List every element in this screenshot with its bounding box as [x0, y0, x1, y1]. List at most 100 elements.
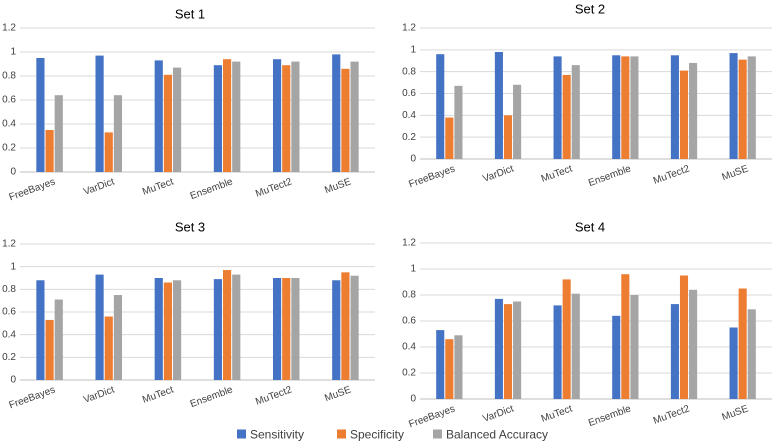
bar-balanced-accuracy: [630, 56, 639, 160]
bar-specificity: [503, 115, 513, 159]
x-tick-label: MuSE: [323, 384, 353, 404]
y-tick-label: 0.4: [2, 329, 16, 340]
x-tick-label: FreeBayes: [407, 164, 456, 191]
bar-balanced-accuracy: [291, 61, 300, 172]
bar-balanced-accuracy: [747, 309, 756, 399]
y-tick-label: 0.2: [2, 143, 16, 154]
y-tick-label: 1: [10, 47, 16, 58]
bar-sensitivity: [36, 280, 45, 380]
chart-panel-4: Set 4 0 0.2 0.4 0.6 0.8 1 1.2 FreeBayes VarDict Mu…: [402, 219, 772, 430]
x-tick-label: Ensemble: [189, 176, 235, 202]
y-tick-label: 0: [410, 154, 416, 165]
y-tick-label: 0.4: [402, 110, 416, 121]
chart-panel-1: Set 1 0 0.2 0.4 0.6 0.8 1 1.2 FreeBayes VarDict Mu…: [2, 6, 375, 203]
bar-specificity: [562, 279, 571, 399]
bar-balanced-accuracy: [232, 274, 241, 380]
bar-balanced-accuracy: [571, 293, 580, 399]
x-tick-label: MuSE: [323, 176, 353, 196]
bar-specificity: [45, 130, 54, 172]
bar-balanced-accuracy: [173, 280, 182, 380]
bar-sensitivity: [670, 304, 679, 399]
bar-specificity: [104, 316, 113, 380]
y-tick-label: 1.2: [402, 23, 416, 34]
y-tick-label: 1: [410, 44, 416, 55]
x-tick-label: MuTect: [540, 163, 574, 184]
bar-sensitivity: [95, 55, 104, 172]
y-tick-label: 1.2: [402, 238, 416, 249]
x-tick-label: Ensemble: [587, 163, 633, 189]
bar-balanced-accuracy: [173, 67, 182, 172]
bar-balanced-accuracy: [291, 278, 300, 380]
y-tick-label: 0.2: [2, 352, 16, 363]
x-tick-label: VarDict: [82, 176, 116, 197]
bar-balanced-accuracy: [232, 61, 241, 172]
x-tick-label: VarDict: [481, 163, 515, 184]
bar-sensitivity: [332, 54, 341, 172]
bar-balanced-accuracy: [454, 85, 463, 159]
bar-balanced-accuracy: [54, 299, 63, 380]
y-tick-label: 0.6: [402, 316, 416, 327]
bar-sensitivity: [154, 60, 163, 172]
bar-balanced-accuracy: [350, 275, 359, 380]
bar-balanced-accuracy: [350, 61, 359, 172]
y-tick-label: 0.4: [2, 119, 16, 130]
y-tick-label: 1: [10, 261, 16, 272]
bar-specificity: [562, 74, 571, 159]
bar-sensitivity: [494, 298, 503, 399]
bar-specificity: [222, 270, 232, 380]
bar-balanced-accuracy: [54, 95, 63, 172]
bar-sensitivity: [272, 59, 282, 173]
bar-balanced-accuracy: [113, 95, 123, 172]
bar-specificity: [282, 278, 291, 380]
x-tick-label: FreeBayes: [407, 404, 456, 431]
x-tick-label: FreeBayes: [8, 385, 57, 412]
bar-specificity: [738, 288, 747, 399]
y-tick-label: 1: [410, 264, 416, 275]
legend-swatch-sensitivity: [237, 429, 246, 439]
bar-balanced-accuracy: [689, 62, 698, 159]
bar-specificity: [679, 275, 689, 399]
legend-label-specificity: Specificity: [350, 428, 404, 442]
bar-balanced-accuracy: [571, 65, 580, 159]
bar-specificity: [163, 282, 173, 380]
x-tick-label: Ensemble: [587, 403, 633, 429]
bar-sensitivity: [213, 279, 222, 380]
bar-balanced-accuracy: [513, 301, 522, 399]
legend-label-sensitivity: Sensitivity: [250, 428, 304, 442]
chart-panel-3: Set 3 0 0.2 0.4 0.6 0.8 1 1.2 FreeBayes VarDict Mu…: [2, 219, 375, 411]
bar-sensitivity: [612, 55, 621, 159]
bar-sensitivity: [436, 330, 445, 399]
y-tick-label: 1.2: [2, 239, 16, 250]
y-tick-label: 0.2: [402, 368, 416, 379]
y-tick-label: 0.8: [402, 66, 416, 77]
bar-specificity: [341, 68, 350, 172]
bar-balanced-accuracy: [113, 295, 123, 380]
bar-sensitivity: [612, 315, 621, 399]
bar-balanced-accuracy: [630, 295, 639, 399]
legend: Sensitivity Specificity Balanced Accurac…: [237, 428, 548, 442]
y-tick-label: 0.2: [402, 132, 416, 143]
bar-sensitivity: [154, 278, 163, 380]
bar-sensitivity: [436, 54, 445, 160]
bar-specificity: [104, 132, 113, 172]
x-tick-label: MuTect: [141, 384, 175, 405]
bar-specificity: [222, 59, 232, 173]
x-tick-label: VarDict: [82, 384, 116, 405]
bar-balanced-accuracy: [454, 335, 463, 399]
chart-panel-2: Set 2 0 0.2 0.4 0.6 0.8 1 1.2 FreeBayes VarDict Mu…: [402, 1, 772, 190]
x-tick-label: MuTect2: [254, 384, 294, 407]
y-tick-label: 0: [10, 375, 16, 386]
y-tick-label: 0.4: [402, 342, 416, 353]
x-tick-label: MuTect: [141, 176, 175, 197]
y-tick-label: 0: [10, 167, 16, 178]
x-tick-label: MuTect2: [652, 403, 692, 426]
x-tick-label: MuTect2: [254, 176, 294, 199]
bar-specificity: [445, 117, 454, 159]
x-tick-label: FreeBayes: [8, 177, 57, 204]
bar-sensitivity: [494, 52, 503, 160]
chart-title: Set 2: [575, 1, 605, 16]
y-tick-label: 0.6: [2, 95, 16, 106]
x-tick-label: MuSE: [721, 163, 751, 183]
bar-sensitivity: [213, 65, 222, 172]
bar-specificity: [679, 70, 689, 159]
